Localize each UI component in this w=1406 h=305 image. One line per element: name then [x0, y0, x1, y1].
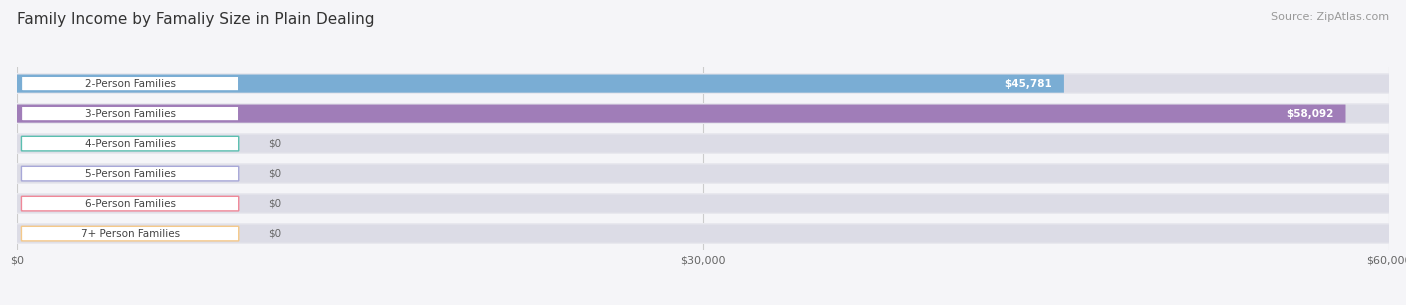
Bar — [17, 163, 1389, 184]
Text: $0: $0 — [269, 138, 281, 149]
Text: $45,781: $45,781 — [1005, 79, 1053, 88]
Text: $58,092: $58,092 — [1286, 109, 1334, 119]
Bar — [17, 223, 1389, 244]
FancyBboxPatch shape — [21, 226, 239, 241]
Text: Source: ZipAtlas.com: Source: ZipAtlas.com — [1271, 12, 1389, 22]
Text: 2-Person Families: 2-Person Families — [84, 79, 176, 88]
Text: $0: $0 — [269, 199, 281, 209]
FancyBboxPatch shape — [17, 74, 1064, 93]
Text: 4-Person Families: 4-Person Families — [84, 138, 176, 149]
Bar — [17, 133, 1389, 154]
Bar — [17, 193, 1389, 214]
FancyBboxPatch shape — [21, 196, 239, 211]
FancyBboxPatch shape — [21, 136, 239, 151]
FancyBboxPatch shape — [21, 166, 239, 181]
FancyBboxPatch shape — [17, 74, 1389, 93]
Text: $0: $0 — [269, 229, 281, 239]
FancyBboxPatch shape — [17, 105, 1389, 123]
FancyBboxPatch shape — [17, 105, 1346, 123]
Text: Family Income by Famaliy Size in Plain Dealing: Family Income by Famaliy Size in Plain D… — [17, 12, 374, 27]
Bar — [17, 73, 1389, 94]
FancyBboxPatch shape — [17, 224, 1389, 243]
FancyBboxPatch shape — [17, 195, 1389, 213]
Text: $0: $0 — [269, 169, 281, 179]
FancyBboxPatch shape — [17, 164, 1389, 183]
FancyBboxPatch shape — [21, 76, 239, 91]
Text: 3-Person Families: 3-Person Families — [84, 109, 176, 119]
FancyBboxPatch shape — [21, 106, 239, 121]
Text: 5-Person Families: 5-Person Families — [84, 169, 176, 179]
Bar — [17, 103, 1389, 124]
FancyBboxPatch shape — [17, 135, 1389, 153]
Text: 7+ Person Families: 7+ Person Families — [80, 229, 180, 239]
Text: 6-Person Families: 6-Person Families — [84, 199, 176, 209]
